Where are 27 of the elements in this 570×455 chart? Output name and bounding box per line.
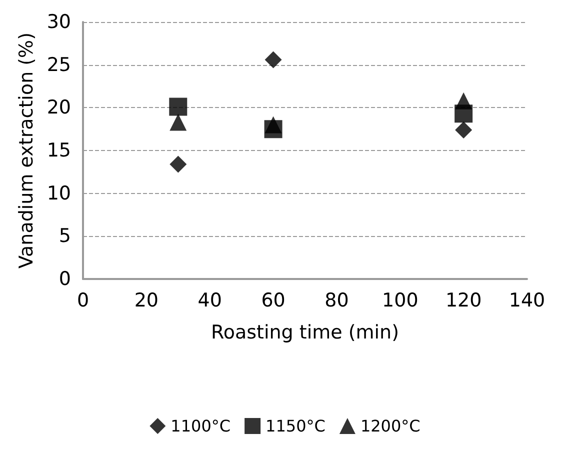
y-axis-title: Vanadium extraction (%): [15, 32, 38, 269]
legend-label: 1200°C: [360, 416, 420, 436]
point: [264, 116, 282, 134]
legend-label: 1150°C: [266, 416, 326, 436]
x-tick-label: 20: [134, 290, 159, 312]
x-tick-label: 0: [76, 290, 90, 312]
y-tick-label: 30: [46, 11, 71, 33]
x-tick-label: 120: [445, 290, 482, 312]
y-tick-label: 10: [46, 182, 71, 204]
y-tick-label: 15: [46, 140, 71, 162]
x-tick-label: 100: [382, 290, 418, 312]
x-axis-title: Roasting time (min): [210, 322, 400, 344]
point: [264, 51, 282, 68]
point: [170, 156, 187, 173]
y-tick-label: 0: [58, 268, 71, 290]
point: [170, 114, 187, 131]
legend-label: 1100°C: [170, 416, 231, 436]
y-tick-label: 20: [46, 96, 71, 119]
x-tick-label: 80: [324, 290, 349, 312]
x-tick-label: 140: [508, 290, 546, 312]
y-tick-label: 5: [58, 225, 71, 248]
point: [455, 121, 472, 138]
y-tick-label: 25: [46, 54, 71, 76]
point: [455, 92, 472, 110]
x-tick-label: 40: [198, 290, 222, 312]
point: [169, 98, 188, 116]
x-tick-label: 60: [261, 290, 286, 312]
